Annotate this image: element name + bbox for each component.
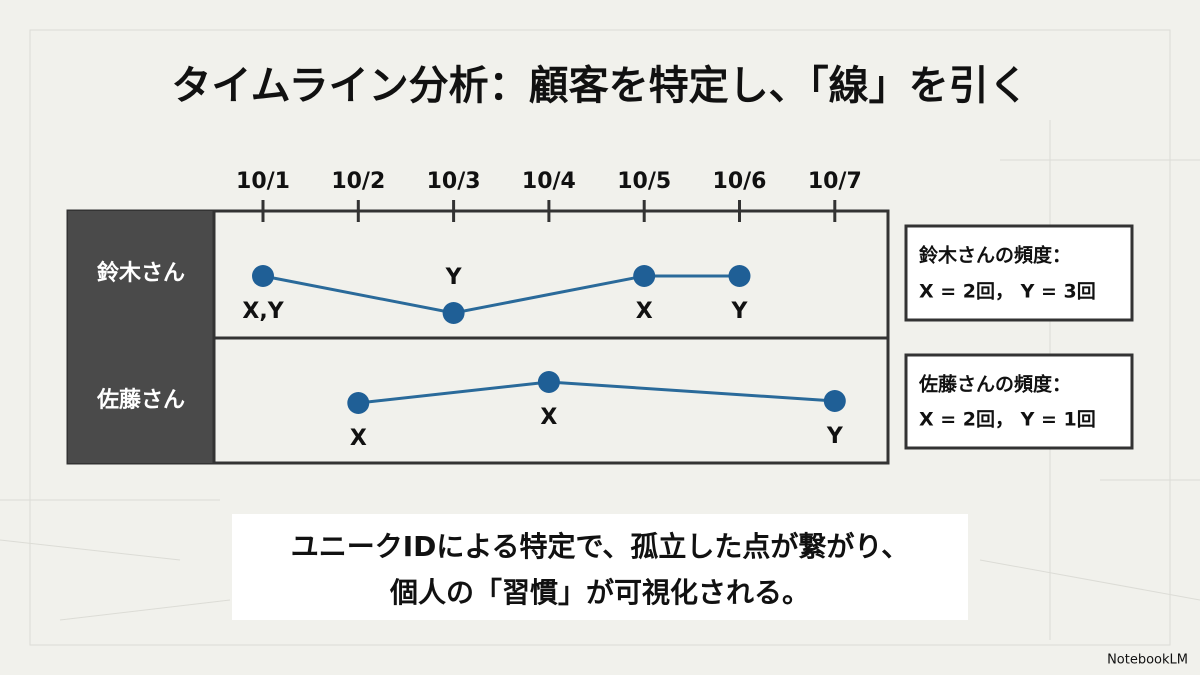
visit-label: X [350,426,367,451]
summary-text: X = 2回， Y = 1回 [919,409,1096,431]
visit-label: X [540,405,557,430]
summary-heading: 鈴木さんの頻度： [919,244,1071,267]
visit-dot [537,371,560,393]
name-cell [68,338,214,463]
customer-name: 鈴木さん [97,260,185,286]
name-cell [68,211,214,338]
visit-dot [442,302,465,324]
caption-line: ユニークIDによる特定で、孤立した点が繋がり、 [291,530,910,563]
visit-label: Y [445,265,463,290]
date-label: 10/5 [617,169,671,194]
date-label: 10/3 [427,169,481,194]
visit-line [262,274,740,315]
visit-label: X,Y [242,299,284,324]
summary-box [904,224,1134,322]
visit-label: Y [826,424,844,449]
visit-dot [633,265,656,287]
caption-line: 個人の「習慣」が可視化される。 [389,576,810,609]
customer-name: 佐藤さん [96,387,185,413]
summary-box [904,353,1134,450]
date-label: 10/1 [236,169,290,194]
date-label: 10/4 [522,169,576,194]
visit-label: Y [731,299,749,324]
visit-dot [823,390,846,412]
summary-text: X = 2回， Y = 3回 [919,281,1096,303]
visit-line [358,380,835,405]
date-label: 10/6 [713,169,767,194]
date-label: 10/7 [808,169,862,194]
visit-dot [728,265,751,287]
background-grid [0,29,1200,646]
title: タイムライン分析：顧客を特定し、「線」を引く [171,63,1028,109]
visit-dot [347,392,370,414]
summary-heading: 佐藤さんの頻度： [918,373,1071,396]
visit-label: X [636,299,653,324]
footer-brand: NotebookLM [1107,653,1188,668]
visit-dot [252,265,274,287]
date-label: 10/2 [331,169,385,194]
caption-box [232,514,968,620]
